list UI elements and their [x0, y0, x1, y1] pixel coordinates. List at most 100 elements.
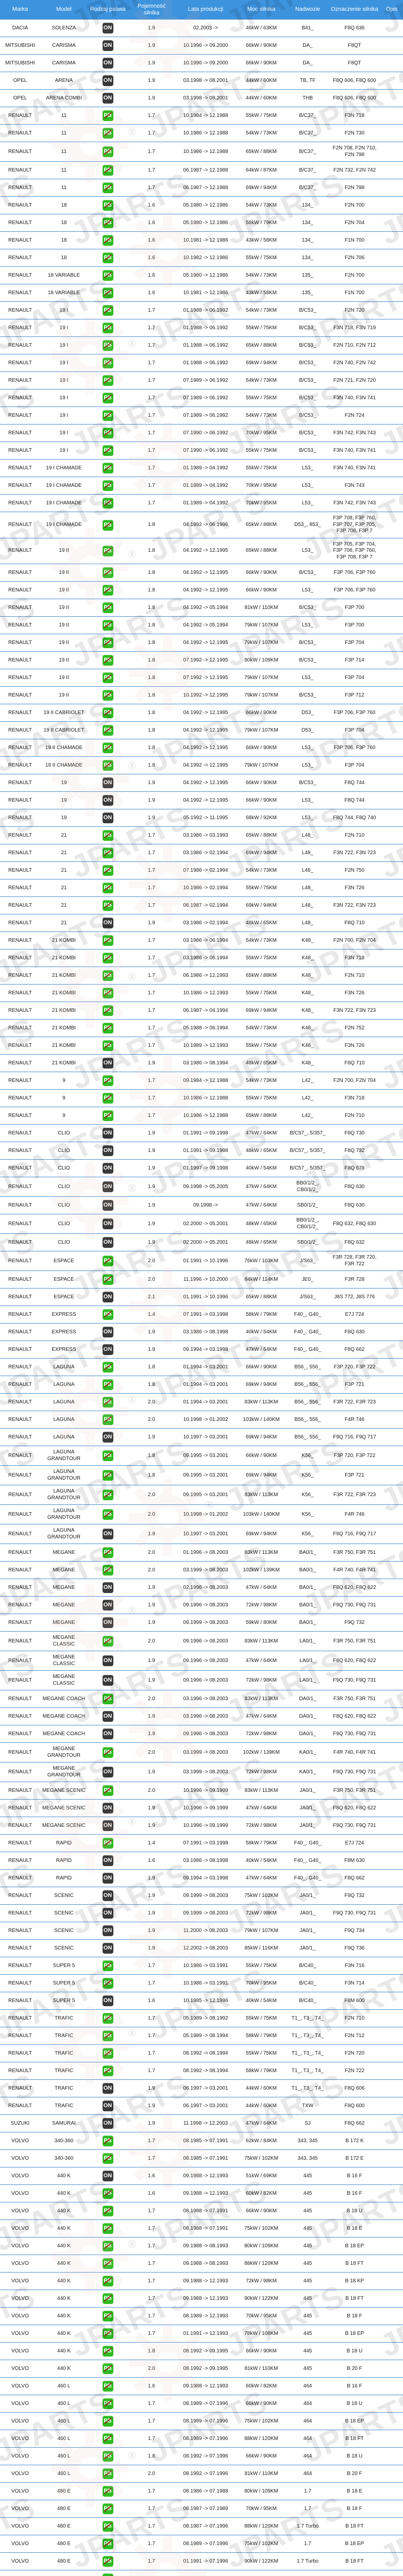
table-row[interactable]: MITSUBISHI CARISMA ON 1.9 10.1996 -> 09.2000… [0, 37, 403, 55]
table-row[interactable]: RENAULT SCENIC ON 1.9 11.2000 -> 08.2003 79kW… [0, 1922, 403, 1940]
column-header-pojemnosc[interactable]: Pojemność silnika [128, 0, 175, 20]
table-row[interactable]: RENAULTTRAFICPB1.708.1992 -> 08.199458kW… [0, 2062, 403, 2080]
table-row[interactable]: RENAULTLAGUNAPB2.001.1994 -> 03.200183kW… [0, 1393, 403, 1412]
table-row[interactable]: DACIA SOLENZA ON 1.9 02.2003 -> 46kW / 63KM B4… [0, 19, 403, 38]
table-row[interactable]: RENAULT MEGANE COACH ON 1.9 03.1996 -> 08.20… [0, 1707, 403, 1726]
table-row[interactable]: RENAULTLAGUNAPB2.010.1998 -> 01.2002103k… [0, 1411, 403, 1429]
table-row[interactable]: OPEL ARENA COMBI ON 1.9 03.1998 -> 08.2001 44… [0, 89, 403, 108]
table-row[interactable]: RENAULTRAPIDPB1.407.1991 -> 03.199858kW … [0, 1834, 403, 1853]
table-row[interactable]: RENAULT CLIO ON 1.9 01.1991 -> 09.1998 47kW /… [0, 1124, 403, 1143]
table-row[interactable]: RENAULTMEGANEPB2.001.1996 -> 08.200383kW… [0, 1544, 403, 1562]
table-row[interactable]: RENAULT MEGANE SCENIC ON 1.9 10.1996 -> 09.1… [0, 1799, 403, 1818]
table-row[interactable]: RENAULTMEGANEPB2.003.1999 -> 08.2003102k… [0, 1561, 403, 1580]
table-row[interactable]: RENAULT CLIO ON 1.9 01.1997 -> 09.1998 40kW /… [0, 1159, 403, 1178]
table-row[interactable]: RENAULT MEGANE CLASSIC ON 1.9 09.1996 -> 08.… [0, 1670, 403, 1691]
column-header-lata[interactable]: Lata produkcji [175, 0, 236, 20]
table-row[interactable]: RENAULTLAGUNAPB1.801.1994 -> 03.200166kW… [0, 1358, 403, 1377]
table-row[interactable]: RENAULT CLIO ON 1.9 09.1998 -> 05.2005 47kW /… [0, 1177, 403, 1197]
column-header-oznaczenie[interactable]: Oznaczenie silnika [329, 0, 380, 20]
table-row[interactable]: RENAULT MEGANE CLASSIC ON 1.9 09.1996 -> 08.… [0, 1651, 403, 1671]
table-row[interactable]: RENAULT LAGUNA GRANDTOUR ON 1.9 10.1997 -> 0… [0, 1524, 403, 1545]
table-row[interactable]: RENAULT SCENIC ON 1.9 12.2002 -> 08.2003 85kW… [0, 1939, 403, 1958]
table-row[interactable]: OPEL ARENA ON 1.9 03.1998 -> 08.2001 44kW / 6… [0, 72, 403, 90]
table-row[interactable]: RENAULTESPACEPB2.001.1991 -> 10.199676kW… [0, 1251, 403, 1272]
table-row[interactable]: RENAULT EXPRESS ON 1.9 03.1986 -> 08.1998 40k… [0, 1323, 403, 1342]
table-row[interactable]: RENAULT CLIO ON 1.9 02.2000 -> 05.2001 48kW /… [0, 1233, 403, 1252]
table-row[interactable]: RENAULT MEGANE ON 1.9 09.1996 -> 08.2003 72kW… [0, 1596, 403, 1615]
table-row[interactable]: RENAULTEXPRESSPB1.407.1991 -> 03.199858k… [0, 1306, 403, 1324]
table-row[interactable]: RENAULT CLIO ON 1.9 02.2000 -> 05.2001 48kW /… [0, 1214, 403, 1234]
table-row[interactable]: RENAULT ESPACE ON 2.1 01.1991 -> 10.1996 65kW… [0, 1288, 403, 1307]
column-header-marka[interactable]: Marka [0, 0, 40, 20]
table-row[interactable]: RENAULT EXPRESS ON 1.9 09.1994 -> 03.1998 47k… [0, 1341, 403, 1359]
table-row[interactable]: RENAULT CLIO ON 1.9 01.1991 -> 09.1998 48kW /… [0, 1142, 403, 1160]
table-row[interactable]: RENAULTESPACEPB2.011.1996 -> 10.200084kW… [0, 1270, 403, 1289]
column-header-moc[interactable]: Moc silnika [236, 0, 287, 20]
table-row[interactable]: RENAULTTRAFICPB1.705.1989 -> 08.199255kW… [0, 2009, 403, 2028]
column-header-paliwo[interactable]: Rodzaj paliwa [88, 0, 128, 20]
table-row[interactable]: RENAULT SUPER 5 ON 1.6 10.1985 -> 12.1996 40k… [0, 1992, 403, 2010]
table-row[interactable]: RENAULT 21 ON 1.9 03.1986 -> 02.1994 48kW / 6… [0, 914, 403, 933]
table-row[interactable]: RENAULT TRAFIC ON 1.9 06.1997 -> 03.2001 44kW… [0, 2097, 403, 2115]
table-row[interactable]: RENAULT 19 ON 1.9 04.1992 -> 12.1995 66kW / 9… [0, 774, 403, 792]
